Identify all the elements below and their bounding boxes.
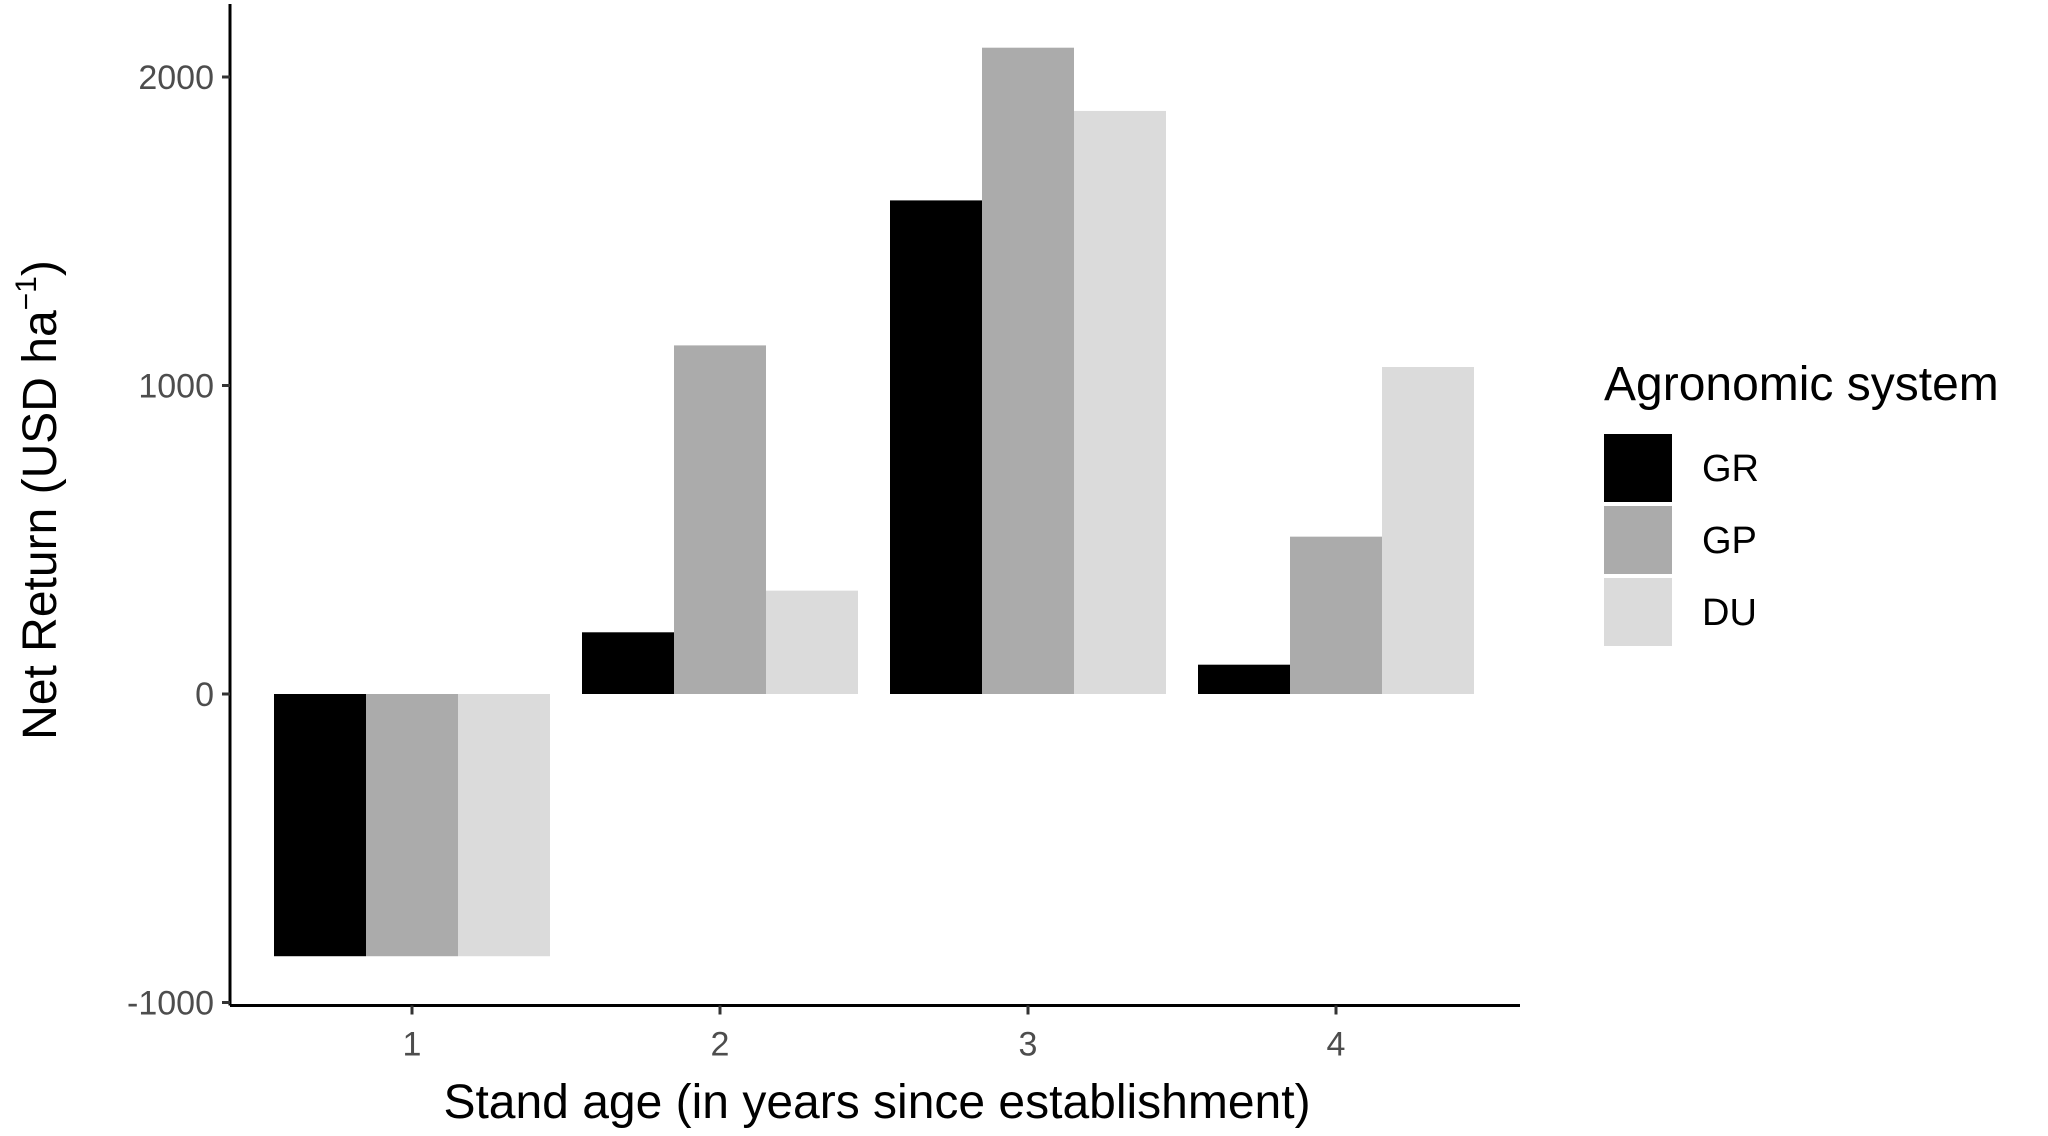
bar-du-age-3 <box>1074 110 1166 694</box>
y-tick-label: -1000 <box>127 985 214 1023</box>
x-tick-label: 3 <box>1019 1026 1038 1064</box>
x-ticks: 1 2 3 4 <box>403 1005 1346 1064</box>
bar-gr-age-1 <box>274 694 366 957</box>
legend-label-gp: GP <box>1702 520 1757 562</box>
legend-label-du: DU <box>1702 592 1757 634</box>
legend-label-gr: GR <box>1702 448 1759 490</box>
x-axis-title: Stand age (in years since establishment) <box>443 1076 1310 1129</box>
y-axis-title: Net Return (USD ha−1) <box>10 260 67 740</box>
bar-gr-age-2 <box>582 632 674 694</box>
legend-key-gr <box>1604 434 1672 502</box>
bar-gp-age-3 <box>982 47 1074 694</box>
bars <box>274 47 1474 957</box>
legend: GR GP DU <box>1604 434 1759 646</box>
bar-du-age-4 <box>1382 366 1474 694</box>
legend-title: Agronomic system <box>1604 358 1999 411</box>
bar-gr-age-4 <box>1198 664 1290 694</box>
y-axis-title-main: Net Return (USD ha <box>14 310 67 740</box>
y-axis-title-close: ) <box>14 260 67 276</box>
y-tick-label: 1000 <box>138 368 214 406</box>
y-tick-label: 0 <box>195 676 214 714</box>
legend-key-gp <box>1604 506 1672 574</box>
x-tick-label: 4 <box>1327 1026 1346 1064</box>
bar-gp-age-1 <box>366 694 458 957</box>
bar-gp-age-2 <box>674 345 766 694</box>
x-tick-label: 2 <box>711 1026 730 1064</box>
bar-gp-age-4 <box>1290 536 1382 694</box>
bar-gr-age-3 <box>890 200 982 694</box>
y-tick-label: 2000 <box>138 59 214 97</box>
x-tick-label: 1 <box>403 1026 422 1064</box>
legend-key-du <box>1604 578 1672 646</box>
bar-du-age-2 <box>766 590 858 694</box>
y-axis-title-superscript: −1 <box>10 276 43 310</box>
bar-du-age-1 <box>458 694 550 957</box>
y-ticks: -1000 0 1000 2000 <box>127 59 230 1023</box>
